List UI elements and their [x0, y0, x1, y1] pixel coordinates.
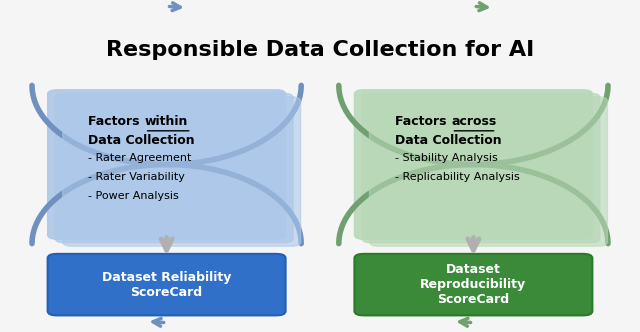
Text: - Power Analysis: - Power Analysis [88, 191, 179, 201]
FancyBboxPatch shape [369, 97, 607, 246]
FancyBboxPatch shape [63, 97, 301, 246]
Text: Dataset
Reproducibility
ScoreCard: Dataset Reproducibility ScoreCard [420, 263, 527, 306]
Text: - Stability Analysis: - Stability Analysis [395, 153, 498, 163]
Text: Data Collection: Data Collection [88, 134, 195, 147]
FancyBboxPatch shape [55, 93, 293, 243]
FancyBboxPatch shape [47, 254, 285, 315]
Text: Data Collection: Data Collection [395, 134, 502, 147]
Text: Dataset Reliability
ScoreCard: Dataset Reliability ScoreCard [102, 271, 231, 298]
Text: Factors: Factors [88, 115, 144, 128]
Text: across: across [451, 115, 497, 128]
Text: within: within [145, 115, 188, 128]
FancyBboxPatch shape [355, 90, 593, 239]
FancyBboxPatch shape [355, 254, 593, 315]
Text: - Rater Variability: - Rater Variability [88, 172, 185, 182]
Text: Responsible Data Collection for AI: Responsible Data Collection for AI [106, 40, 534, 60]
Text: - Replicability Analysis: - Replicability Analysis [395, 172, 520, 182]
Text: Factors: Factors [395, 115, 451, 128]
Text: - Rater Agreement: - Rater Agreement [88, 153, 192, 163]
FancyBboxPatch shape [362, 93, 600, 243]
FancyBboxPatch shape [47, 90, 285, 239]
